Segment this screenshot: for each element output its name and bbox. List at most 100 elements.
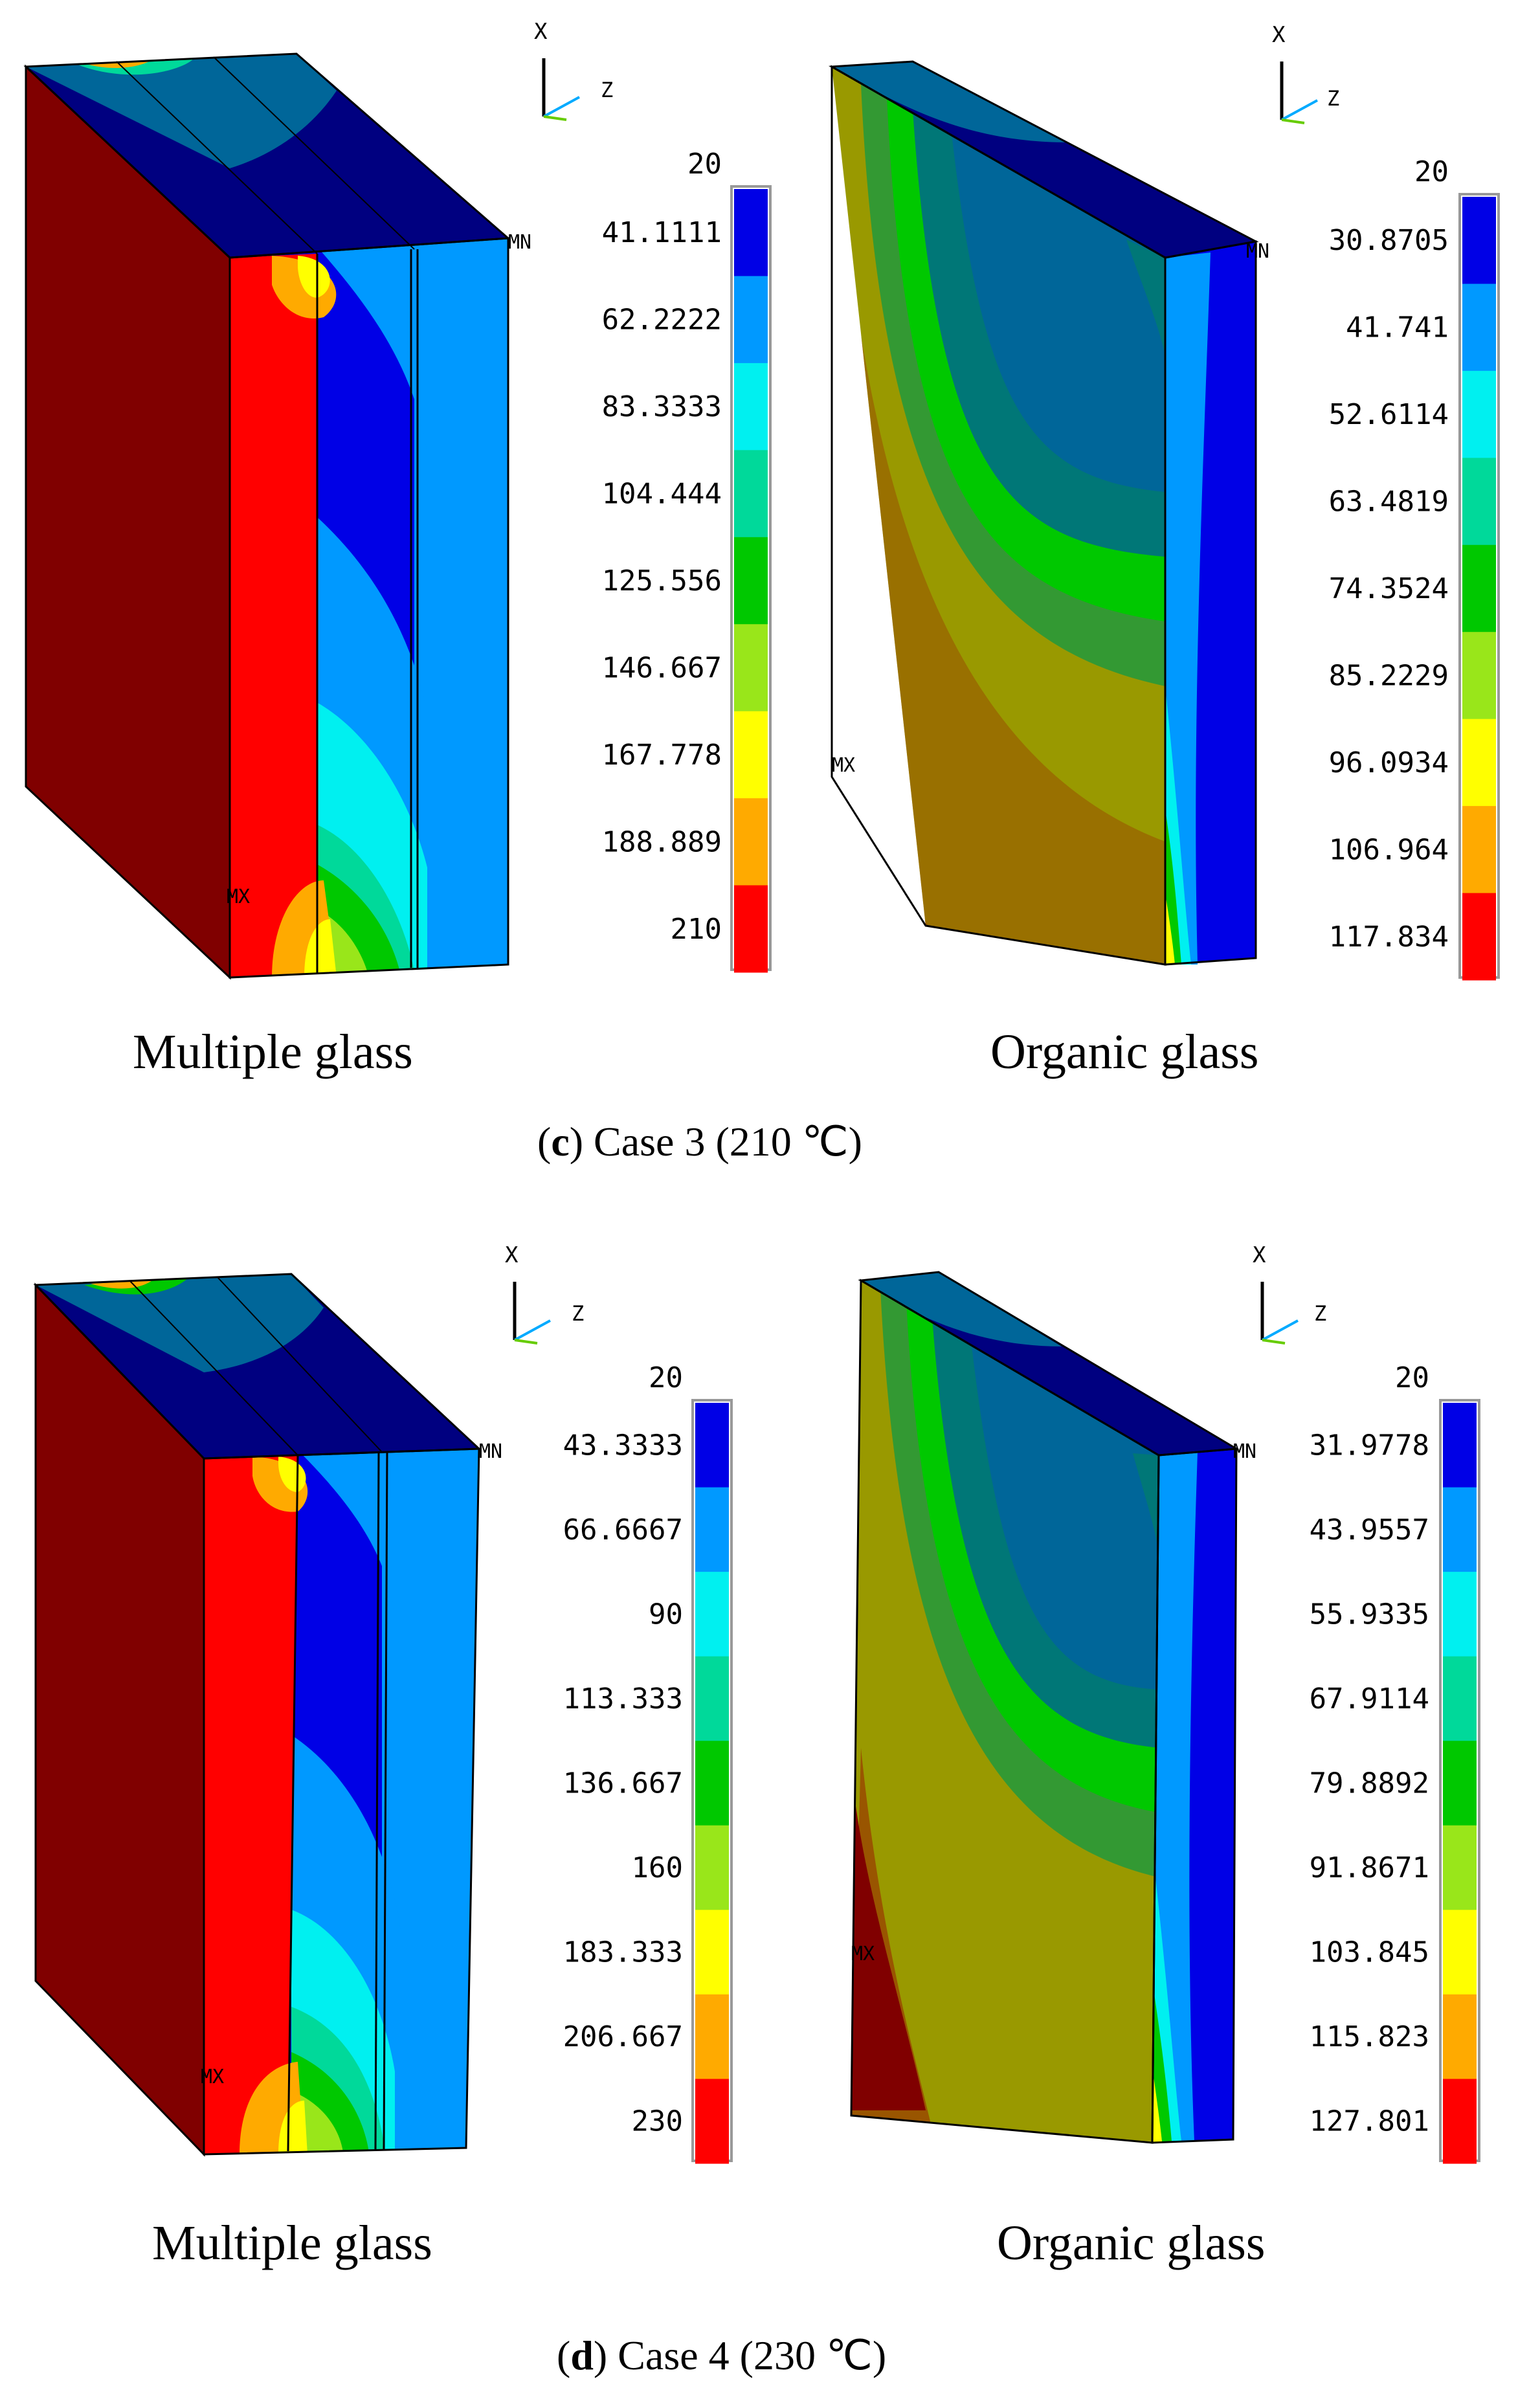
scale-value-label: 206.667 <box>563 2020 683 2053</box>
scale-color-band <box>734 798 768 886</box>
scale-value-label: 62.2222 <box>602 304 722 337</box>
scale-value-label: 127.801 <box>1310 2105 1429 2138</box>
scale-color-band <box>734 189 768 276</box>
mg-d-max-label: MX <box>201 2066 224 2088</box>
scale-color-band <box>695 1994 729 2079</box>
scale-color-band <box>1443 1572 1477 1657</box>
axes-triad-icon: X Z <box>505 1242 584 1345</box>
scale-value-label: 20 <box>649 1361 683 1394</box>
svg-text:Z: Z <box>572 1301 584 1326</box>
mg-c-top-contour-2 <box>78 58 194 75</box>
scale-color-band <box>1443 1910 1477 1995</box>
scale-value-label: 146.667 <box>602 651 722 684</box>
mg-c-left-face <box>26 67 230 977</box>
scale-value-label: 41.1111 <box>602 216 722 249</box>
mg-d-min-label: MN <box>479 1440 502 1463</box>
scale-value-label: 43.9557 <box>1310 1513 1429 1547</box>
panel-c-organic-glass-model: MN MX <box>828 60 1269 966</box>
scale-color-band <box>1462 284 1496 372</box>
scale-value-label: 230 <box>632 2105 683 2138</box>
panel-c-multiple-title: Multiple glass <box>133 1025 413 1079</box>
scale-color-band <box>695 1487 729 1572</box>
svg-text:X: X <box>534 19 548 45</box>
scale-color-band <box>1443 1825 1477 1910</box>
scale-color-band <box>1462 632 1496 720</box>
scale-value-label: 106.964 <box>1329 833 1449 866</box>
svg-text:Z: Z <box>601 78 613 102</box>
scale-color-band <box>1443 1487 1477 1572</box>
scale-color-band <box>1443 1994 1477 2079</box>
panel-d-organic-glass-model: MN MX <box>850 1271 1256 2144</box>
scale-value-label: 30.8705 <box>1329 224 1449 257</box>
svg-text:X: X <box>1272 22 1286 48</box>
scale-value-label: 74.3524 <box>1329 572 1449 605</box>
og-c-min-label: MN <box>1246 240 1269 263</box>
scale-value-label: 79.8892 <box>1310 1767 1429 1800</box>
caption-d: (d) Case 4 (230 ℃) <box>557 2332 886 2378</box>
mg-c-top-contour-1 <box>26 54 337 168</box>
scale-value-label: 136.667 <box>563 1767 683 1800</box>
scale-color-band <box>1443 1656 1477 1741</box>
scale-color-band <box>695 1403 729 1488</box>
og-d-max-label: MX <box>851 1943 875 1965</box>
scale-value-label: 103.845 <box>1310 1936 1429 1969</box>
scale-value-label: 55.9335 <box>1310 1598 1429 1631</box>
scale-color-band <box>1443 1403 1477 1488</box>
axes-triad-icon: X Z <box>534 19 613 121</box>
scale-color-band <box>695 1656 729 1741</box>
scale-color-band <box>734 450 768 538</box>
panel-d-multiple-glass-model: MN MX <box>33 1273 502 2157</box>
scale-value-label: 167.778 <box>602 739 722 772</box>
scale-color-band <box>734 363 768 451</box>
scale-value-label: 96.0934 <box>1329 746 1449 779</box>
scale-value-label: 20 <box>687 148 722 181</box>
scale-value-label: 63.4819 <box>1329 486 1449 519</box>
svg-text:Z: Z <box>1314 1301 1326 1326</box>
panel-d-organic-title: Organic glass <box>997 2216 1265 2270</box>
scale-color-band <box>1443 1741 1477 1826</box>
mg-c-min-label: MN <box>508 231 531 254</box>
scale-value-label: 20 <box>1395 1361 1429 1394</box>
og-c-max-label: MX <box>832 754 855 777</box>
scale-value-label: 117.834 <box>1329 921 1449 954</box>
scale-color-band <box>695 2079 729 2164</box>
scale-color-band <box>1443 2079 1477 2164</box>
scale-value-label: 41.741 <box>1346 311 1449 344</box>
scale-value-label: 160 <box>632 1851 683 1884</box>
scale-value-label: 66.6667 <box>563 1513 683 1547</box>
scale-value-label: 20 <box>1414 155 1449 188</box>
panel-c-organic-title: Organic glass <box>990 1025 1258 1079</box>
scale-color-band <box>1462 719 1496 807</box>
scale-value-label: 188.889 <box>602 825 722 858</box>
scale-value-label: 210 <box>671 913 722 946</box>
scale-value-label: 91.8671 <box>1310 1851 1429 1884</box>
scale-color-band <box>734 711 768 799</box>
scale-color-band <box>734 624 768 712</box>
og-d-min-label: MN <box>1233 1440 1256 1463</box>
svg-text:X: X <box>505 1242 519 1268</box>
scale-value-label: 183.333 <box>563 1936 683 1969</box>
scale-color-band <box>734 885 768 973</box>
scale-color-band <box>695 1910 729 1995</box>
scale-color-band <box>1462 197 1496 284</box>
scale-color-band <box>734 276 768 364</box>
svg-text:X: X <box>1253 1242 1266 1268</box>
scale-value-label: 115.823 <box>1310 2020 1429 2053</box>
scale-value-label: 31.9778 <box>1310 1429 1429 1462</box>
scale-color-band <box>1462 806 1496 894</box>
scale-value-label: 125.556 <box>602 564 722 598</box>
scale-value-label: 104.444 <box>602 478 722 511</box>
axes-triad-icon: X Z <box>1272 22 1339 124</box>
scale-value-label: 43.3333 <box>563 1429 683 1462</box>
scale-color-band <box>1462 544 1496 632</box>
scale-value-label: 83.3333 <box>602 390 722 423</box>
scale-color-band <box>734 537 768 625</box>
scale-value-label: 85.2229 <box>1329 659 1449 692</box>
scale-color-band <box>1462 458 1496 546</box>
mg-c-max-label: MX <box>227 886 250 908</box>
svg-text:Z: Z <box>1327 86 1339 111</box>
scale-color-band <box>695 1825 729 1910</box>
scale-color-band <box>695 1572 729 1657</box>
scale-color-band <box>1462 370 1496 458</box>
